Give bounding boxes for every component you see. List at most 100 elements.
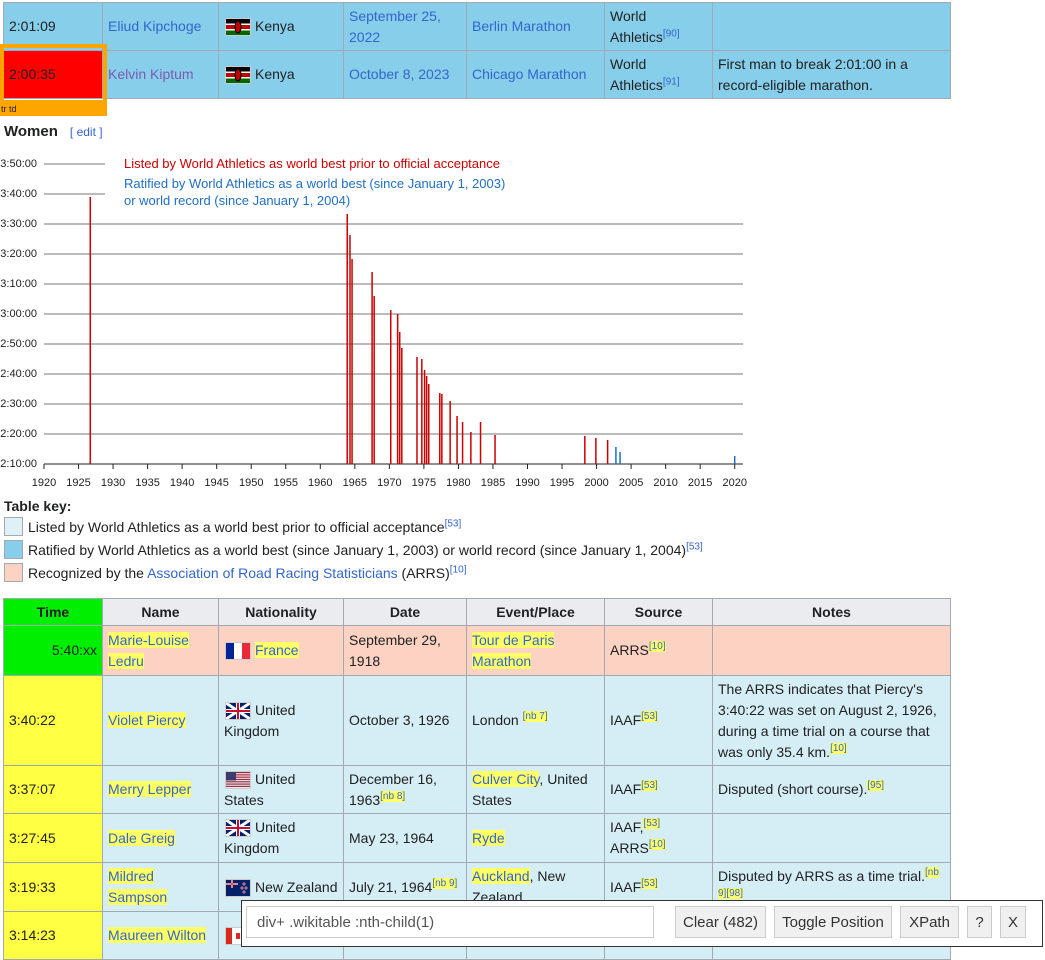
event-cell: Culver City, United States — [466, 765, 605, 814]
toolbar-button[interactable]: Clear (482) — [675, 906, 766, 938]
event-link[interactable]: Ryde — [472, 829, 505, 846]
flag-part — [234, 643, 242, 660]
reference[interactable]: [10] — [449, 563, 467, 575]
source: World Athletics — [610, 7, 663, 45]
bar — [423, 370, 426, 464]
event-cell: Chicago Marathon — [466, 50, 605, 99]
bar — [349, 235, 351, 464]
bar — [416, 357, 418, 464]
event-link[interactable]: Chicago Marathon — [472, 66, 587, 82]
x-tick-label: 1920 — [32, 477, 56, 489]
athlete-link[interactable]: Mildred Sampson — [108, 868, 168, 905]
reference[interactable]: [90] — [662, 27, 680, 39]
reference[interactable]: [53] — [641, 780, 658, 792]
reference[interactable]: [53] — [641, 711, 658, 723]
date: July 21, 1964 — [349, 878, 433, 895]
reference[interactable]: [10] — [648, 641, 666, 653]
reference[interactable]: [53] — [686, 540, 703, 552]
flag-part — [226, 783, 250, 785]
time-cell: 3:27:45 — [3, 813, 103, 863]
key-label: (ARRS) — [397, 564, 450, 581]
date-link[interactable]: September 25, 2022 — [349, 7, 441, 45]
nationality[interactable]: France — [255, 642, 299, 658]
notes-cell — [712, 813, 951, 863]
reference[interactable]: [91] — [662, 75, 680, 87]
y-tick-label: 2:30:00 — [0, 398, 37, 410]
athlete-link[interactable]: Marie-Louise Ledru — [108, 631, 189, 669]
flag-part — [231, 879, 233, 888]
flag-part — [226, 776, 250, 778]
nationality-cell: United Kingdom — [218, 675, 344, 766]
event-link[interactable]: Tour de Paris Marathon — [472, 631, 555, 669]
key-label: Listed by World Athletics as a world bes… — [28, 518, 445, 535]
reference[interactable]: [95] — [867, 780, 885, 792]
reference[interactable]: [53] — [643, 818, 661, 830]
time: 3:37:07 — [9, 781, 56, 797]
date-cell: May 23, 1964 — [343, 813, 467, 863]
reference[interactable]: [10] — [648, 839, 666, 851]
nationality: New Zealand — [255, 878, 338, 895]
time-cell: 3:37:07 — [3, 765, 103, 814]
athlete-link[interactable]: Maureen Wilton — [108, 927, 207, 943]
date-cell: September 29, 1918 — [343, 625, 467, 676]
event-link[interactable]: Auckland — [472, 868, 530, 884]
x-tick-label: 1960 — [308, 477, 332, 489]
toolbar-button[interactable]: X — [1000, 906, 1026, 938]
inspector-label: tr td — [0, 100, 107, 116]
y-tick-label: 3:20:00 — [0, 248, 37, 260]
time-cell: 3:40:22 — [3, 675, 103, 766]
notes-cell: The ARRS indicates that Piercy's 3:40:22… — [712, 675, 951, 766]
time: 5:40:xx — [51, 642, 97, 658]
notes: The ARRS indicates that Piercy's 3:40:22… — [718, 680, 937, 760]
reference[interactable]: [10] — [830, 742, 847, 754]
source-cell: IAAF[53] — [604, 675, 713, 766]
source-cell: World Athletics[91] — [604, 50, 713, 99]
date: October 3, 1926 — [349, 712, 450, 728]
reference[interactable]: [nb 8] — [380, 790, 406, 802]
x-tick-label: 1980 — [446, 477, 470, 489]
y-tick-label: 2:10:00 — [0, 458, 37, 470]
event: , United States — [472, 770, 588, 808]
event-cell: Berlin Marathon — [466, 2, 605, 51]
reference[interactable]: [nb 9] — [432, 877, 458, 889]
flag-part — [226, 643, 234, 660]
key-link[interactable]: Association of Road Racing Statisticians — [147, 564, 398, 581]
time: 3:19:33 — [9, 878, 56, 895]
x-tick-label: 2020 — [722, 477, 746, 489]
flag-part — [237, 702, 239, 719]
notes: First man to break 2:01:00 in a record-e… — [718, 55, 908, 93]
athlete-link[interactable]: Dale Greig — [108, 829, 175, 846]
name-cell: Marie-Louise Ledru — [102, 625, 219, 676]
date-link[interactable]: October 8, 2023 — [349, 66, 450, 82]
reference[interactable]: [53] — [444, 517, 462, 529]
x-tick-label: 1990 — [515, 477, 539, 489]
edit-link[interactable]: [ edit ] — [69, 125, 103, 139]
bar — [396, 314, 399, 464]
toolbar-button[interactable]: XPath — [900, 906, 959, 938]
selector-input[interactable] — [246, 906, 654, 938]
athlete-link[interactable]: Merry Lepper — [108, 781, 192, 797]
bar — [373, 296, 375, 464]
time-cell: 2:00:35 — [3, 50, 103, 99]
flag-icon — [225, 770, 251, 789]
bar — [615, 447, 617, 464]
event-link[interactable]: Culver City — [472, 770, 540, 787]
toolbar-button[interactable]: Toggle Position — [774, 906, 892, 938]
reference[interactable]: [nb 7] — [522, 711, 548, 723]
source-cell: ARRS[10] — [604, 625, 713, 676]
bar — [389, 310, 392, 464]
toolbar-button[interactable]: ? — [967, 906, 992, 938]
athlete-link[interactable]: Kelvin Kiptum — [108, 66, 194, 82]
bar — [346, 207, 348, 464]
notes: Disputed by ARRS as a time trial. — [718, 868, 925, 884]
event-cell: Ryde — [466, 813, 605, 863]
reference[interactable]: [53] — [641, 877, 658, 889]
bar — [398, 332, 401, 464]
table-row: 2:01:09 Eliud Kipchoge Kenya September 25, … — [3, 2, 951, 51]
x-tick-label: 2015 — [688, 477, 712, 489]
notes-cell — [712, 625, 951, 676]
event-link[interactable]: Berlin Marathon — [472, 18, 571, 34]
athlete-link[interactable]: Violet Piercy — [108, 712, 186, 728]
column-header: Source — [604, 598, 713, 626]
athlete-link[interactable]: Eliud Kipchoge — [108, 18, 202, 34]
